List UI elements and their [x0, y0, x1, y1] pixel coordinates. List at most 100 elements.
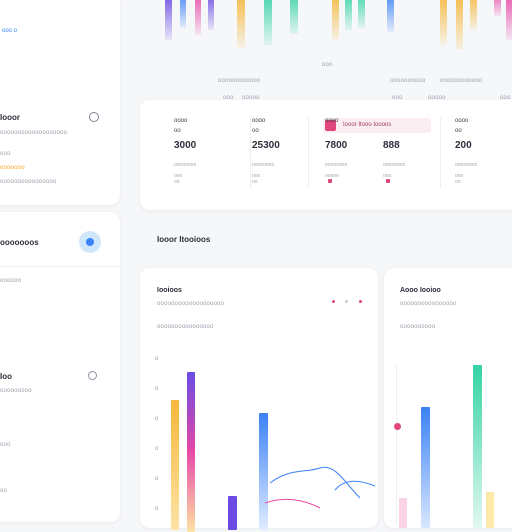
action-title: Aooo Iooioo — [400, 287, 441, 294]
left-label-3: Ioo — [0, 372, 12, 381]
activity-legend: oooooooooooooooo — [157, 324, 214, 330]
stat-foot-text: ooo — [383, 173, 392, 179]
action-bar — [473, 365, 482, 528]
top-bar — [195, 0, 201, 35]
left-top-link[interactable]: ooo o — [2, 28, 18, 34]
top-axis-label: oooooooooooo — [440, 78, 483, 84]
legend-dots — [332, 290, 362, 308]
stat-value: 888 — [383, 140, 400, 151]
section-title: Iooor Itooioos — [157, 235, 211, 244]
stat-value: 7800 — [325, 140, 348, 151]
top-bar — [237, 0, 245, 48]
activity-title: Iooioos — [157, 287, 182, 294]
stat-foot-text: ooo oo — [252, 173, 261, 185]
stat-dot — [328, 179, 332, 183]
stat-label: oooo — [455, 118, 469, 124]
activity-chart-card: Iooioos ooooooooooooooooooo oooooooooooo… — [140, 268, 378, 532]
left-desc-2: oooooo — [0, 278, 22, 284]
top-axis-sub: ooo — [392, 95, 403, 101]
stat-dot — [458, 185, 462, 189]
left-row-e: oo — [0, 488, 8, 494]
top-bar — [470, 0, 477, 30]
activity-bar — [259, 413, 268, 530]
stat-sub: oooooooo — [383, 162, 406, 168]
y-tick-label: o — [155, 446, 159, 452]
stat-tag[interactable]: Iooor Itooo Ioooos — [323, 118, 431, 133]
y-tick-label: o — [155, 506, 159, 512]
tag-icon — [325, 120, 336, 131]
top-bar — [456, 0, 463, 50]
top-bar — [180, 0, 186, 28]
left-desc-1: ooooooooooooooooooo — [0, 130, 68, 136]
action-chart-card: Aooo Iooioo oooooooooooooooo oooooooooo — [384, 268, 512, 528]
activity-line-chart — [264, 466, 376, 509]
top-axis-label: oooooooooo — [390, 78, 426, 84]
stat-value: 200 — [455, 140, 472, 151]
left-label-1: Iooor — [0, 113, 20, 122]
y-tick-label: o — [155, 416, 159, 422]
stat-dot — [255, 185, 259, 189]
stat-dot — [177, 185, 181, 189]
top-bar — [290, 0, 298, 34]
stat-foot-text: ooooo — [325, 173, 339, 179]
left-label-2: ooooooos — [0, 238, 39, 247]
stat-foot: ooo oo — [252, 173, 260, 191]
stat-dot — [386, 179, 390, 183]
stat-sub: oooooooo — [325, 162, 348, 168]
top-bar — [358, 0, 365, 28]
top-bar — [264, 0, 272, 45]
top-axis-sub: ooo — [223, 95, 234, 101]
user-icon[interactable] — [79, 231, 101, 253]
left-row-b: ooooooo — [0, 165, 25, 171]
stats-row: Iooor Itooo Ioooos oooo oo 3000 oooooooo ooo… — [140, 100, 512, 210]
top-bar — [345, 0, 352, 30]
stat-foot: ooo oo — [455, 173, 463, 191]
stat-foot: ooo — [383, 173, 391, 185]
top-axis-sub: ooooo — [242, 95, 260, 101]
stat-value: 3000 — [174, 140, 197, 151]
stat-label: oooo — [174, 118, 188, 124]
stat-sub: oooooooo — [252, 162, 275, 168]
top-axis-label: oooooooooooo — [218, 78, 261, 84]
y-tick-label: o — [155, 386, 159, 392]
left-row-c: oooooooooooooooo — [0, 179, 57, 185]
stat-foot: ooooo — [325, 173, 339, 185]
left-panel-bottom: ooooooos oooooo Ioo ooooooooo ooo oo — [0, 212, 120, 522]
action-marker — [394, 423, 401, 430]
top-axis-label: ooo — [322, 62, 333, 68]
left-panel-top: ooo o Iooor ooooooooooooooooooo ooo oooo… — [0, 0, 120, 205]
stat-foot-text: ooo oo — [455, 173, 464, 185]
top-bar — [494, 0, 501, 16]
stat-value: 25300 — [252, 140, 280, 151]
action-sub: oooooooooooooooo — [400, 301, 457, 307]
top-bar — [387, 0, 394, 32]
stat-sub: oooooooo — [455, 162, 478, 168]
chat-icon[interactable] — [89, 112, 99, 122]
activity-sub: ooooooooooooooooooo — [157, 301, 225, 307]
top-bar — [440, 0, 447, 45]
stat-foot: ooo oo — [174, 173, 182, 191]
action-legend: oooooooooo — [400, 324, 436, 330]
stat-unit: oo — [455, 128, 462, 134]
y-tick-label: o — [155, 356, 159, 362]
stat-label: oooo — [252, 118, 266, 124]
stat-foot-text: ooo oo — [174, 173, 183, 185]
left-row-d: ooo — [0, 442, 11, 448]
clock-icon[interactable] — [88, 371, 97, 380]
stat-unit: oo — [174, 128, 181, 134]
y-tick-label: o — [155, 476, 159, 482]
left-desc-3: ooooooooo — [0, 388, 32, 394]
top-axis-sub: ooo — [500, 95, 511, 101]
action-bar — [421, 407, 430, 528]
top-bar — [332, 0, 339, 40]
top-axis-sub: ooooo — [428, 95, 446, 101]
action-bar — [486, 492, 494, 528]
section-header: Iooor Itooioos — [140, 218, 512, 258]
stat-sub: oooooooo — [174, 162, 197, 168]
top-bar — [208, 0, 214, 30]
top-bar — [165, 0, 172, 40]
stat-label: oooo — [325, 118, 339, 124]
top-bar — [506, 0, 512, 40]
left-row-a: ooo — [0, 151, 11, 157]
top-bar-chart: oooooooooooo ooo oooooooooo oooooooooooo… — [140, 0, 512, 101]
